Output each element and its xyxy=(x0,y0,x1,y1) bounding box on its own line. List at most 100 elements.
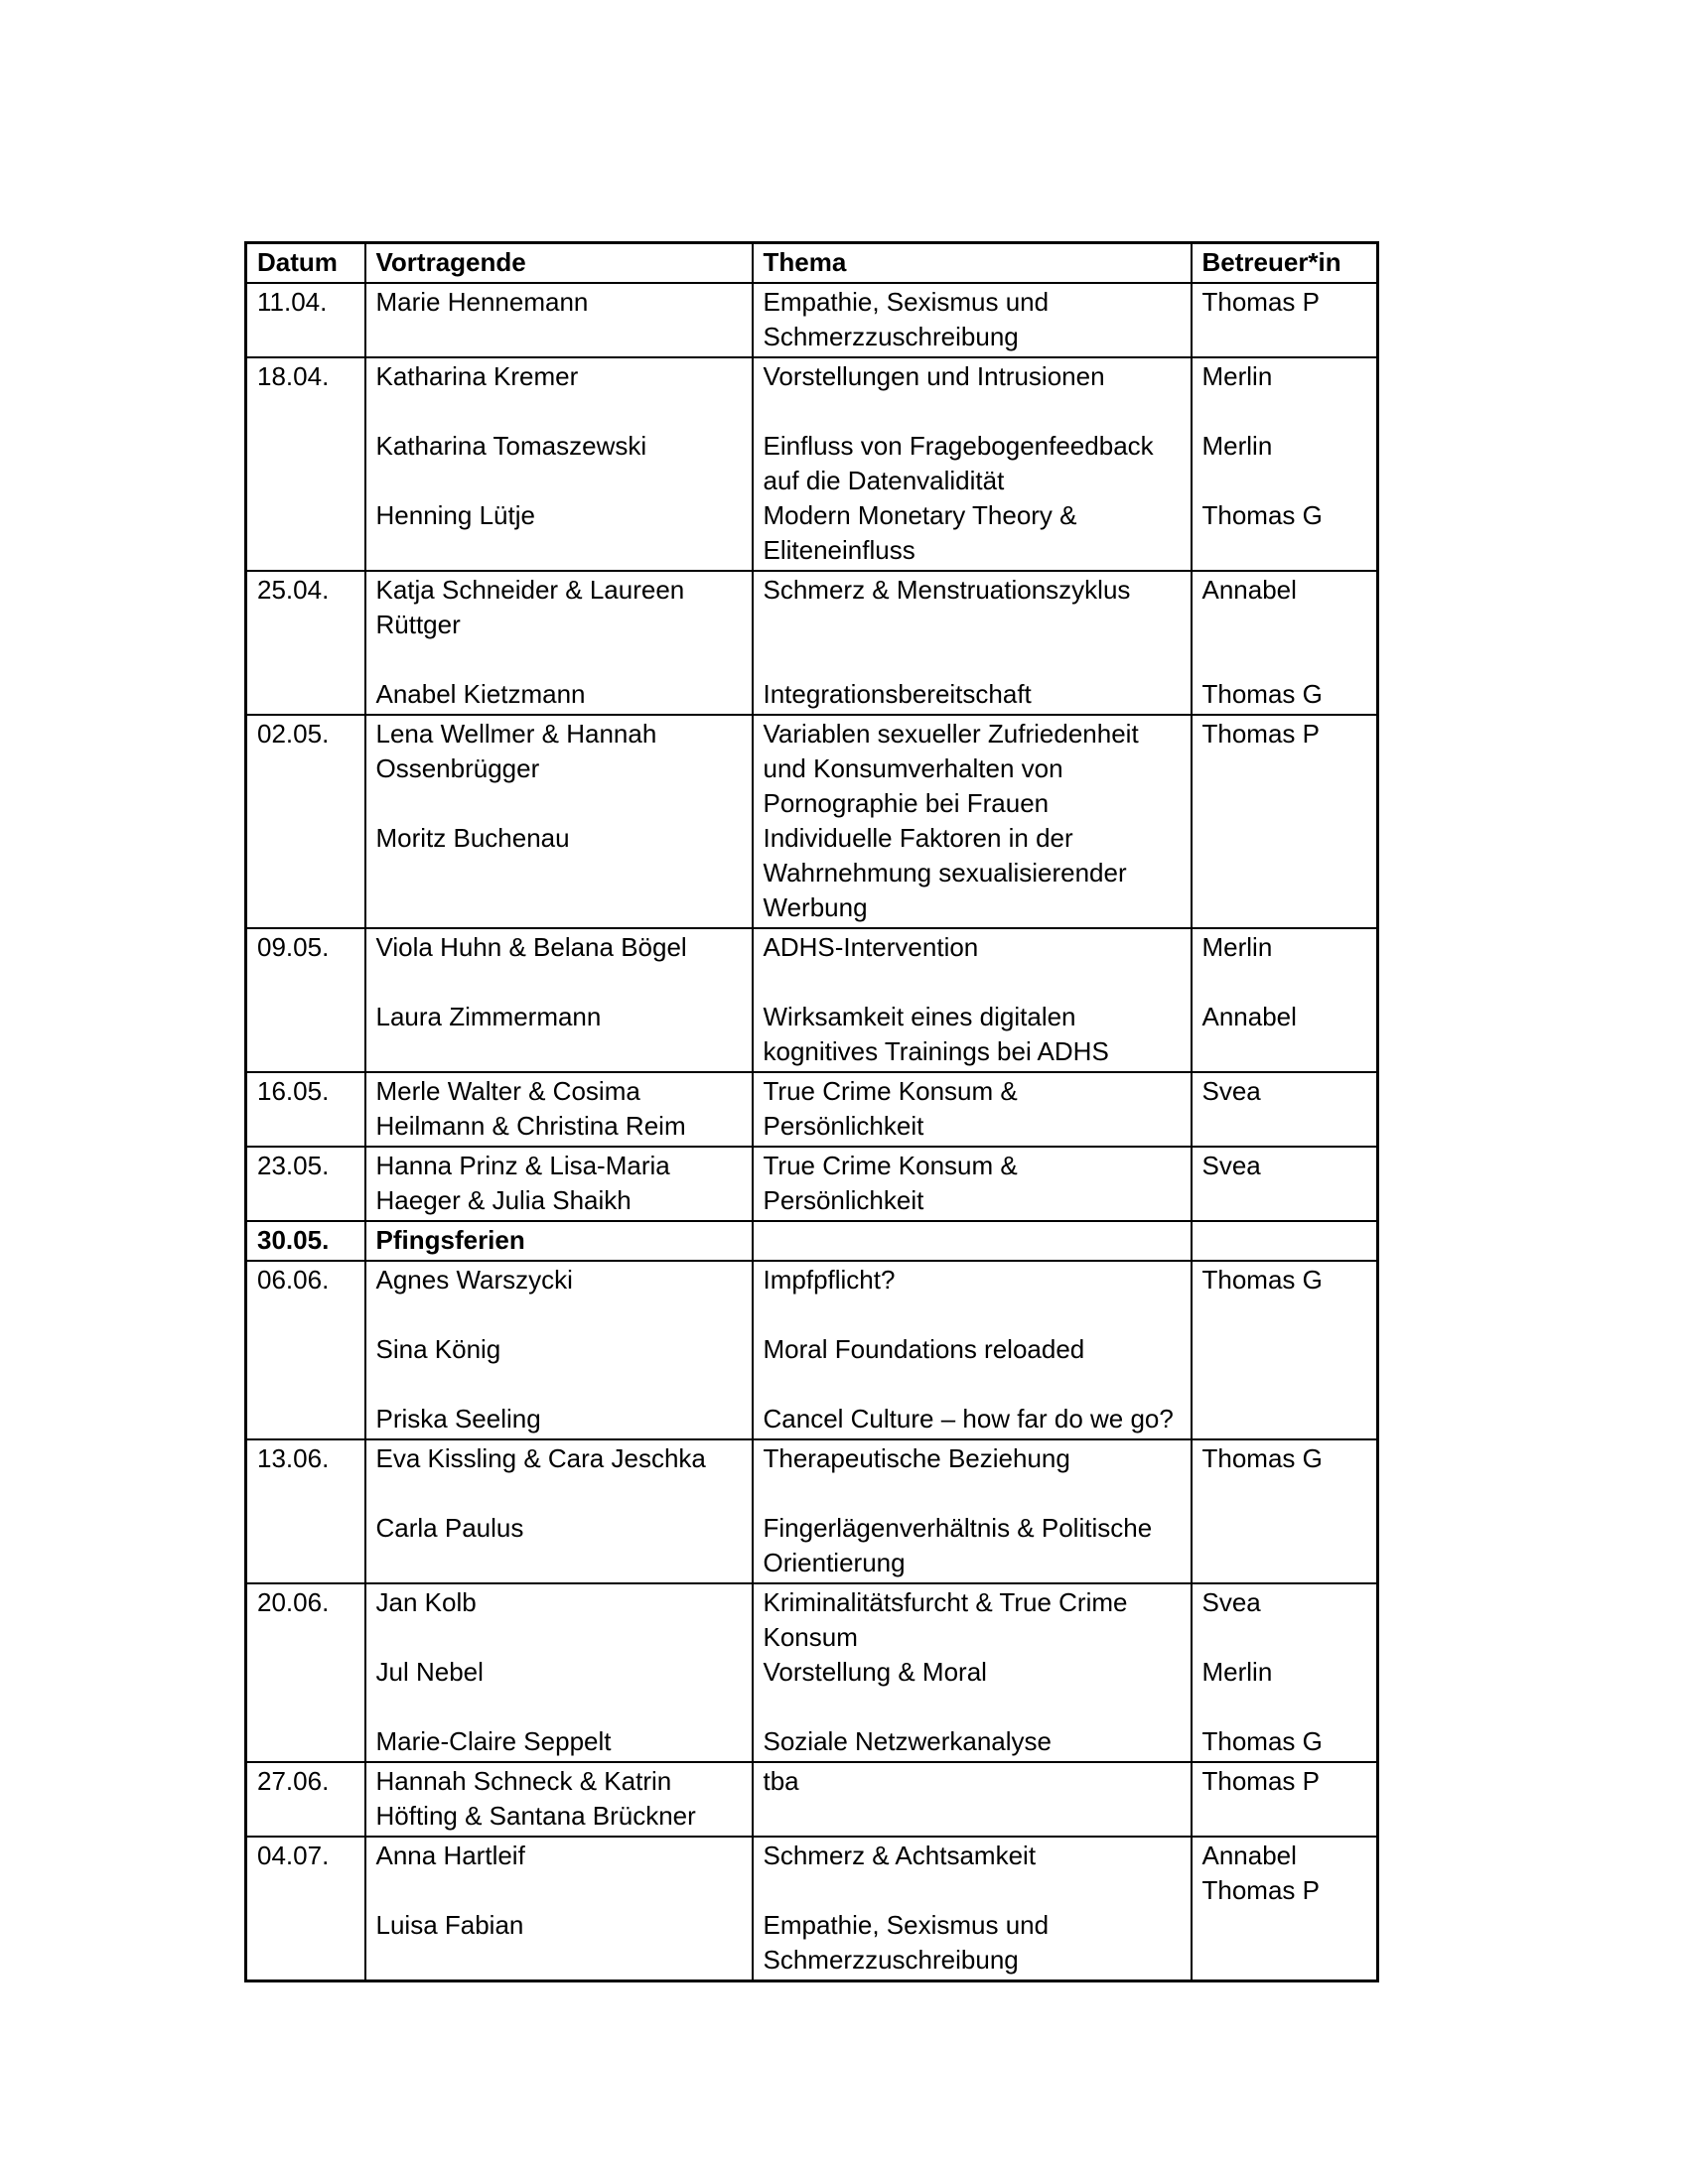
cell-line: Jul Nebel xyxy=(375,1657,484,1687)
cell-line: 11.04. xyxy=(257,287,328,317)
supervisor-cell: Merlin Merlin Thomas G xyxy=(1190,356,1379,572)
header-row: Datum Vortragende Thema Betreuer*in xyxy=(244,241,1379,284)
cell-line: ADHS-Intervention xyxy=(763,932,979,962)
cell-line: Carla Paulus xyxy=(375,1513,524,1543)
date-cell: 25.04. xyxy=(244,570,366,716)
cell-line: Moral Foundations reloaded xyxy=(763,1334,1085,1364)
cell-line xyxy=(376,394,744,429)
theme-cell: Therapeutische Beziehung Fingerlägenverh… xyxy=(751,1438,1193,1584)
speakers-cell: Eva Kissling & Cara Jeschka Carla Paulus xyxy=(363,1438,754,1584)
theme-cell xyxy=(751,1220,1193,1262)
cell-line: Thomas P xyxy=(1201,719,1321,749)
cell-line: auf die Datenvalidität xyxy=(763,466,1005,495)
cell-line: Svea xyxy=(1201,1076,1261,1106)
table-row: 30.05. Pfingsferien xyxy=(244,1220,1379,1262)
column-header-datum: Datum xyxy=(244,241,366,284)
speakers-cell: Katharina Kremer Katharina Tomaszewski H… xyxy=(363,356,754,572)
supervisor-cell: Thomas P xyxy=(1190,282,1379,358)
table-row: 09.05. Viola Huhn & Belana Bögel Laura Zi… xyxy=(244,927,1379,1073)
cell-line: Thomas P xyxy=(1201,1766,1321,1796)
cell-line: Schmerz & Achtsamkeit xyxy=(763,1841,1037,1870)
cell-line: Therapeutische Beziehung xyxy=(763,1443,1070,1473)
cell-line: Merlin xyxy=(1201,1657,1273,1687)
supervisor-cell: Svea Merlin Thomas G xyxy=(1190,1582,1379,1763)
theme-cell: Schmerz & Menstruationszyklus Integratio… xyxy=(751,570,1193,716)
date-cell: 04.07. xyxy=(244,1836,366,1982)
cell-line xyxy=(1202,965,1369,1000)
speakers-cell: Agnes Warszycki Sina König Priska Seelin… xyxy=(363,1260,754,1440)
supervisor-cell: Thomas P xyxy=(1190,1761,1379,1838)
cell-line xyxy=(1202,464,1369,498)
supervisor-cell: Merlin Annabel xyxy=(1190,927,1379,1073)
cell-line: Luisa Fabian xyxy=(375,1910,524,1940)
cell-line xyxy=(764,642,1183,677)
cell-line: 16.05. xyxy=(257,1076,330,1106)
cell-line: True Crime Konsum & xyxy=(763,1076,1018,1106)
cell-line: Katharina Tomaszewski xyxy=(375,431,647,461)
cell-line: Haeger & Julia Shaikh xyxy=(375,1185,632,1215)
cell-line: Katharina Kremer xyxy=(375,361,579,391)
cell-line xyxy=(1202,394,1369,429)
table-row: 06.06. Agnes Warszycki Sina König Priska … xyxy=(244,1260,1379,1440)
cell-line: Konsum xyxy=(763,1622,858,1652)
cell-line: 20.06. xyxy=(257,1587,330,1617)
date-cell: 30.05. xyxy=(244,1220,366,1262)
theme-cell: Kriminalitätsfurcht & True Crime Konsum Vo… xyxy=(751,1582,1193,1763)
speakers-cell: Pfingsferien xyxy=(363,1220,754,1262)
supervisor-cell xyxy=(1190,1220,1379,1262)
date-cell: 23.05. xyxy=(244,1146,366,1222)
speakers-cell: Merle Walter & Cosima Heilmann & Christin… xyxy=(363,1071,754,1148)
table-row: 11.04. Marie Hennemann Empathie, Sexismus … xyxy=(244,282,1379,358)
supervisor-cell: Svea xyxy=(1190,1146,1379,1222)
document-page: Datum Vortragende Thema Betreuer*in 11.0… xyxy=(244,241,1379,1982)
cell-line: Wahrnehmung sexualisierender xyxy=(763,858,1127,887)
cell-line xyxy=(376,1620,744,1655)
date-cell: 13.06. xyxy=(244,1438,366,1584)
cell-line: Laura Zimmermann xyxy=(375,1002,602,1031)
cell-line: Heilmann & Christina Reim xyxy=(375,1111,686,1141)
cell-line xyxy=(376,1297,744,1332)
date-cell: 27.06. xyxy=(244,1761,366,1838)
cell-line: Thomas P xyxy=(1201,1875,1321,1905)
column-header-thema: Thema xyxy=(751,241,1193,284)
cell-line: Vorstellung & Moral xyxy=(763,1657,987,1687)
cell-line: Vorstellungen und Intrusionen xyxy=(763,361,1105,391)
cell-line: Anabel Kietzmann xyxy=(375,679,586,709)
cell-line xyxy=(376,786,744,821)
cell-line: Eva Kissling & Cara Jeschka xyxy=(375,1443,706,1473)
theme-cell: ADHS-Intervention Wirksamkeit eines digi… xyxy=(751,927,1193,1073)
date-cell: 18.04. xyxy=(244,356,366,572)
cell-line: Svea xyxy=(1201,1151,1261,1180)
theme-cell: Variablen sexueller Zufriedenheit und Kon… xyxy=(751,714,1193,929)
cell-line: Lena Wellmer & Hannah xyxy=(375,719,657,749)
supervisor-cell: Thomas G xyxy=(1190,1260,1379,1440)
table-row: 16.05. Merle Walter & Cosima Heilmann & Ch… xyxy=(244,1071,1379,1148)
table-row: 13.06. Eva Kissling & Cara Jeschka Carla … xyxy=(244,1438,1379,1584)
cell-line: True Crime Konsum & xyxy=(763,1151,1018,1180)
speakers-cell: Viola Huhn & Belana Bögel Laura Zimmerma… xyxy=(363,927,754,1073)
cell-line: Annabel xyxy=(1201,1002,1297,1031)
seminar-schedule-table: Datum Vortragende Thema Betreuer*in 11.0… xyxy=(244,241,1379,1982)
cell-line: Moritz Buchenau xyxy=(375,823,570,853)
cell-line: 18.04. xyxy=(257,361,330,391)
cell-line: Merle Walter & Cosima xyxy=(375,1076,640,1106)
theme-cell: tba xyxy=(751,1761,1193,1838)
cell-line: 06.06. xyxy=(257,1265,330,1295)
cell-line: Fingerlägenverhältnis & Politische xyxy=(763,1513,1153,1543)
cell-line: Variablen sexueller Zufriedenheit xyxy=(763,719,1139,749)
cell-line xyxy=(764,608,1183,642)
cell-line: Cancel Culture – how far do we go? xyxy=(763,1404,1174,1433)
cell-line: kognitives Trainings bei ADHS xyxy=(763,1036,1109,1066)
cell-line xyxy=(376,1873,744,1908)
cell-line: Henning Lütje xyxy=(375,500,535,530)
cell-line: 25.04. xyxy=(257,575,330,605)
table-row: 04.07. Anna Hartleif Luisa Fabian Schmerz … xyxy=(244,1836,1379,1982)
cell-line: Integrationsbereitschaft xyxy=(763,679,1032,709)
theme-cell: Impfpflicht? Moral Foundations reloaded … xyxy=(751,1260,1193,1440)
cell-line xyxy=(376,965,744,1000)
table-row: 25.04. Katja Schneider & Laureen Rüttger A… xyxy=(244,570,1379,716)
cell-line: Agnes Warszycki xyxy=(375,1265,573,1295)
cell-line: Marie Hennemann xyxy=(375,287,589,317)
date-cell: 11.04. xyxy=(244,282,366,358)
cell-line: Pornographie bei Frauen xyxy=(763,788,1050,818)
